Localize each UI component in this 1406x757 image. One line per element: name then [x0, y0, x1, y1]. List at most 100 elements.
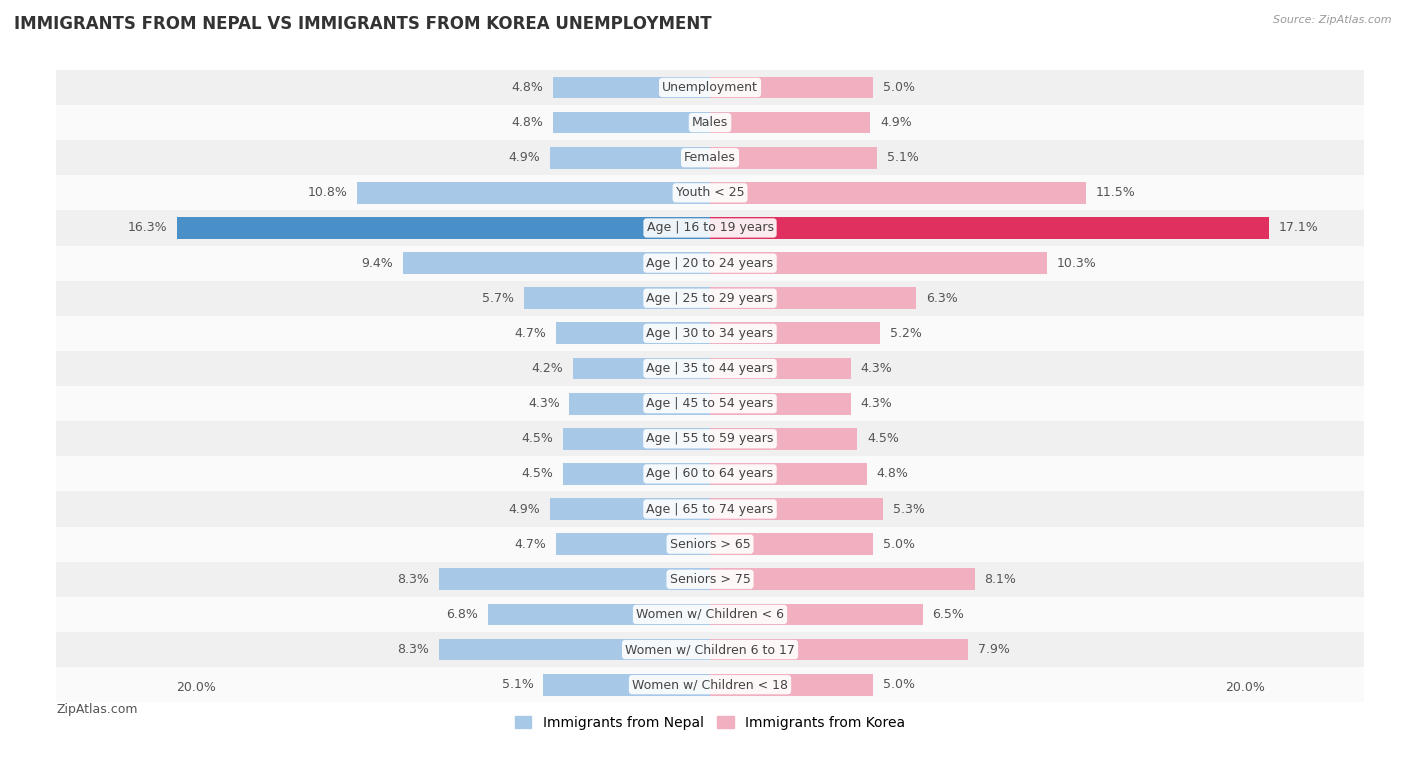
- Bar: [710, 674, 873, 696]
- Bar: [710, 252, 1046, 274]
- Text: 8.3%: 8.3%: [396, 573, 429, 586]
- Bar: [710, 428, 858, 450]
- Text: Age | 60 to 64 years: Age | 60 to 64 years: [647, 467, 773, 481]
- Bar: [710, 288, 915, 309]
- Bar: [56, 667, 1364, 702]
- Bar: [357, 182, 710, 204]
- Text: Women w/ Children < 6: Women w/ Children < 6: [636, 608, 785, 621]
- Bar: [550, 498, 710, 520]
- Bar: [710, 498, 883, 520]
- Bar: [710, 182, 1085, 204]
- Text: 4.7%: 4.7%: [515, 537, 547, 550]
- Text: 8.3%: 8.3%: [396, 643, 429, 656]
- Bar: [710, 112, 870, 133]
- Bar: [56, 562, 1364, 597]
- Text: Women w/ Children < 18: Women w/ Children < 18: [633, 678, 787, 691]
- Text: Age | 20 to 24 years: Age | 20 to 24 years: [647, 257, 773, 269]
- Bar: [562, 428, 710, 450]
- Bar: [56, 632, 1364, 667]
- Text: 4.8%: 4.8%: [512, 81, 543, 94]
- Text: Source: ZipAtlas.com: Source: ZipAtlas.com: [1274, 15, 1392, 25]
- Bar: [569, 393, 710, 415]
- Text: Age | 35 to 44 years: Age | 35 to 44 years: [647, 362, 773, 375]
- Text: 7.9%: 7.9%: [979, 643, 1010, 656]
- Bar: [439, 569, 710, 590]
- Bar: [710, 322, 880, 344]
- Text: 5.0%: 5.0%: [883, 537, 915, 550]
- Text: 5.1%: 5.1%: [887, 151, 918, 164]
- Bar: [56, 421, 1364, 456]
- Text: 4.5%: 4.5%: [868, 432, 898, 445]
- Bar: [56, 527, 1364, 562]
- Bar: [553, 76, 710, 98]
- Text: 4.5%: 4.5%: [522, 432, 553, 445]
- Bar: [56, 491, 1364, 527]
- Text: 20.0%: 20.0%: [1226, 681, 1265, 694]
- Bar: [488, 603, 710, 625]
- Bar: [523, 288, 710, 309]
- Text: 6.5%: 6.5%: [932, 608, 965, 621]
- Text: Age | 55 to 59 years: Age | 55 to 59 years: [647, 432, 773, 445]
- Text: 10.3%: 10.3%: [1056, 257, 1097, 269]
- Text: 4.9%: 4.9%: [509, 503, 540, 516]
- Bar: [56, 176, 1364, 210]
- Text: Females: Females: [685, 151, 735, 164]
- Bar: [550, 147, 710, 169]
- Bar: [557, 322, 710, 344]
- Text: 10.8%: 10.8%: [308, 186, 347, 199]
- Text: Seniors > 65: Seniors > 65: [669, 537, 751, 550]
- Legend: Immigrants from Nepal, Immigrants from Korea: Immigrants from Nepal, Immigrants from K…: [509, 710, 911, 735]
- Bar: [710, 147, 877, 169]
- Text: 5.3%: 5.3%: [893, 503, 925, 516]
- Text: 11.5%: 11.5%: [1095, 186, 1136, 199]
- Bar: [572, 357, 710, 379]
- Text: 4.3%: 4.3%: [860, 362, 893, 375]
- Bar: [177, 217, 710, 239]
- Text: 5.0%: 5.0%: [883, 678, 915, 691]
- Text: 16.3%: 16.3%: [128, 222, 167, 235]
- Text: 20.0%: 20.0%: [176, 681, 215, 694]
- Text: 4.8%: 4.8%: [877, 467, 908, 481]
- Bar: [402, 252, 710, 274]
- Bar: [56, 456, 1364, 491]
- Bar: [56, 105, 1364, 140]
- Text: 5.0%: 5.0%: [883, 81, 915, 94]
- Text: Women w/ Children 6 to 17: Women w/ Children 6 to 17: [626, 643, 794, 656]
- Bar: [56, 70, 1364, 105]
- Text: Age | 25 to 29 years: Age | 25 to 29 years: [647, 291, 773, 305]
- Bar: [56, 316, 1364, 351]
- Text: 4.3%: 4.3%: [860, 397, 893, 410]
- Text: 5.7%: 5.7%: [482, 291, 515, 305]
- Text: 4.5%: 4.5%: [522, 467, 553, 481]
- Text: 17.1%: 17.1%: [1279, 222, 1319, 235]
- Text: Age | 16 to 19 years: Age | 16 to 19 years: [647, 222, 773, 235]
- Text: 4.2%: 4.2%: [531, 362, 562, 375]
- Text: 4.3%: 4.3%: [527, 397, 560, 410]
- Bar: [557, 533, 710, 555]
- Text: Males: Males: [692, 116, 728, 129]
- Bar: [710, 357, 851, 379]
- Bar: [710, 569, 974, 590]
- Bar: [710, 463, 868, 484]
- Bar: [710, 217, 1270, 239]
- Bar: [56, 140, 1364, 176]
- Text: Seniors > 75: Seniors > 75: [669, 573, 751, 586]
- Bar: [56, 281, 1364, 316]
- Bar: [56, 210, 1364, 245]
- Bar: [56, 351, 1364, 386]
- Bar: [56, 386, 1364, 421]
- Bar: [710, 603, 922, 625]
- Bar: [710, 393, 851, 415]
- Text: Age | 65 to 74 years: Age | 65 to 74 years: [647, 503, 773, 516]
- Text: 4.8%: 4.8%: [512, 116, 543, 129]
- Bar: [439, 639, 710, 660]
- Text: 6.8%: 6.8%: [446, 608, 478, 621]
- Text: 4.9%: 4.9%: [509, 151, 540, 164]
- Bar: [562, 463, 710, 484]
- Bar: [56, 245, 1364, 281]
- Text: Youth < 25: Youth < 25: [676, 186, 744, 199]
- Text: 5.1%: 5.1%: [502, 678, 533, 691]
- Text: ZipAtlas.com: ZipAtlas.com: [56, 703, 138, 716]
- Bar: [710, 76, 873, 98]
- Text: 9.4%: 9.4%: [361, 257, 392, 269]
